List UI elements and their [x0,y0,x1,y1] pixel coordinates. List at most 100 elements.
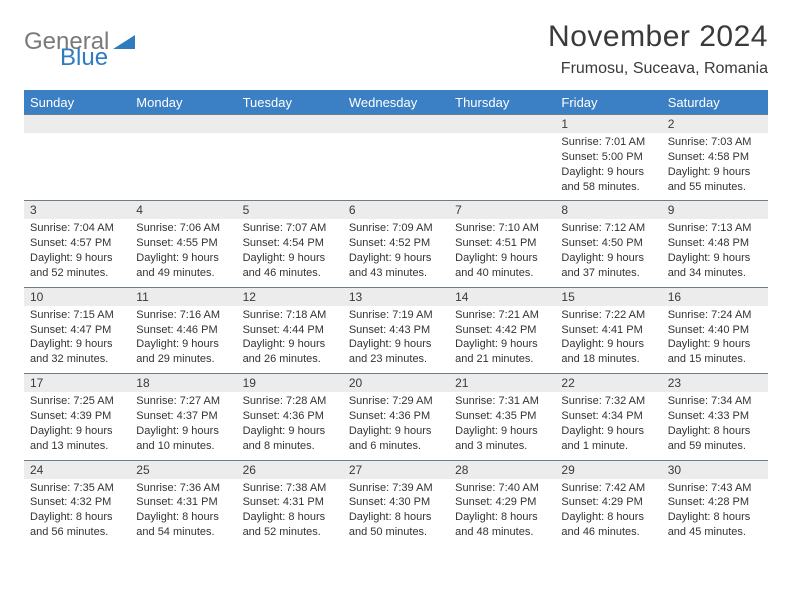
weekday-header: Sunday [24,91,130,115]
day-body-cell: Sunrise: 7:19 AMSunset: 4:43 PMDaylight:… [343,306,449,374]
sunset-text: Sunset: 4:58 PM [668,150,762,165]
daylight-text: Daylight: 9 hours [455,251,549,266]
day-number-cell: 9 [662,201,768,220]
weekday-header: Saturday [662,91,768,115]
daylight-text: Daylight: 9 hours [30,424,124,439]
sunrise-text: Sunrise: 7:06 AM [136,221,230,236]
daylight-text: Daylight: 9 hours [243,424,337,439]
sunrise-text: Sunrise: 7:21 AM [455,308,549,323]
daylight-text: Daylight: 9 hours [243,337,337,352]
sunrise-text: Sunrise: 7:35 AM [30,481,124,496]
sunset-text: Sunset: 4:29 PM [561,495,655,510]
day-body-row: Sunrise: 7:25 AMSunset: 4:39 PMDaylight:… [24,392,768,460]
day-number-cell: 8 [555,201,661,220]
sunrise-text: Sunrise: 7:01 AM [561,135,655,150]
sunset-text: Sunset: 4:33 PM [668,409,762,424]
day-body-cell: Sunrise: 7:04 AMSunset: 4:57 PMDaylight:… [24,219,130,287]
day-number-cell: 14 [449,287,555,306]
sunrise-text: Sunrise: 7:10 AM [455,221,549,236]
day-number-cell: 30 [662,460,768,479]
sunrise-text: Sunrise: 7:19 AM [349,308,443,323]
day-number-cell: 6 [343,201,449,220]
day-body-cell: Sunrise: 7:40 AMSunset: 4:29 PMDaylight:… [449,479,555,546]
daylight-text: Daylight: 9 hours [136,251,230,266]
sunrise-text: Sunrise: 7:16 AM [136,308,230,323]
day-number-cell: 15 [555,287,661,306]
daylight-text: and 10 minutes. [136,439,230,454]
daylight-text: and 52 minutes. [30,266,124,281]
sunset-text: Sunset: 4:52 PM [349,236,443,251]
daylight-text: and 21 minutes. [455,352,549,367]
daylight-text: and 45 minutes. [668,525,762,540]
day-number-row: 12 [24,115,768,134]
day-body-cell: Sunrise: 7:07 AMSunset: 4:54 PMDaylight:… [237,219,343,287]
sunrise-text: Sunrise: 7:27 AM [136,394,230,409]
day-number-cell: 16 [662,287,768,306]
day-number-cell: 27 [343,460,449,479]
daylight-text: and 50 minutes. [349,525,443,540]
daylight-text: and 37 minutes. [561,266,655,281]
sunset-text: Sunset: 4:42 PM [455,323,549,338]
day-body-cell: Sunrise: 7:01 AMSunset: 5:00 PMDaylight:… [555,133,661,201]
daylight-text: Daylight: 8 hours [349,510,443,525]
daylight-text: and 1 minute. [561,439,655,454]
day-body-row: Sunrise: 7:35 AMSunset: 4:32 PMDaylight:… [24,479,768,546]
day-number-cell: 22 [555,374,661,393]
sunset-text: Sunset: 4:37 PM [136,409,230,424]
sunset-text: Sunset: 4:28 PM [668,495,762,510]
day-number-cell: 25 [130,460,236,479]
sunrise-text: Sunrise: 7:13 AM [668,221,762,236]
sunrise-text: Sunrise: 7:29 AM [349,394,443,409]
day-body-cell: Sunrise: 7:15 AMSunset: 4:47 PMDaylight:… [24,306,130,374]
day-body-cell [130,133,236,201]
sunset-text: Sunset: 4:31 PM [243,495,337,510]
day-number-cell: 10 [24,287,130,306]
day-number-cell: 19 [237,374,343,393]
daylight-text: Daylight: 8 hours [455,510,549,525]
day-number-cell: 4 [130,201,236,220]
title-block: November 2024 Frumosu, Suceava, Romania [548,20,768,78]
day-body-cell [449,133,555,201]
sunrise-text: Sunrise: 7:04 AM [30,221,124,236]
daylight-text: and 56 minutes. [30,525,124,540]
daylight-text: Daylight: 9 hours [136,337,230,352]
daylight-text: and 26 minutes. [243,352,337,367]
day-number-cell: 26 [237,460,343,479]
sunrise-text: Sunrise: 7:25 AM [30,394,124,409]
daylight-text: Daylight: 9 hours [243,251,337,266]
daylight-text: Daylight: 8 hours [30,510,124,525]
day-number-cell: 21 [449,374,555,393]
sunrise-text: Sunrise: 7:09 AM [349,221,443,236]
day-body-row: Sunrise: 7:01 AMSunset: 5:00 PM Daylight:… [24,133,768,201]
day-body-cell [343,133,449,201]
weekday-header: Tuesday [237,91,343,115]
sunrise-text: Sunrise: 7:42 AM [561,481,655,496]
weekday-header-row: Sunday Monday Tuesday Wednesday Thursday… [24,91,768,115]
sunset-text: Sunset: 4:43 PM [349,323,443,338]
sunset-text: Sunset: 4:47 PM [30,323,124,338]
daylight-text: Daylight: 9 hours [455,424,549,439]
sunset-text: Sunset: 4:55 PM [136,236,230,251]
daylight-text: and 58 minutes. [561,180,655,195]
day-body-cell: Sunrise: 7:38 AMSunset: 4:31 PMDaylight:… [237,479,343,546]
daylight-text: and 3 minutes. [455,439,549,454]
day-number-cell: 23 [662,374,768,393]
sunrise-text: Sunrise: 7:28 AM [243,394,337,409]
day-number-row: 3456789 [24,201,768,220]
day-number-cell: 2 [662,115,768,134]
sunrise-text: Sunrise: 7:34 AM [668,394,762,409]
sunset-text: Sunset: 5:00 PM [561,150,655,165]
day-body-cell: Sunrise: 7:36 AMSunset: 4:31 PMDaylight:… [130,479,236,546]
weekday-header: Monday [130,91,236,115]
daylight-text: Daylight: 9 hours [561,337,655,352]
daylight-text: Daylight: 9 hours [668,165,762,180]
daylight-text: and 18 minutes. [561,352,655,367]
day-body-cell: Sunrise: 7:27 AMSunset: 4:37 PMDaylight:… [130,392,236,460]
day-number-cell: 1 [555,115,661,134]
location: Frumosu, Suceava, Romania [548,60,768,78]
sunset-text: Sunset: 4:57 PM [30,236,124,251]
day-number-cell [449,115,555,134]
sunset-text: Sunset: 4:36 PM [243,409,337,424]
daylight-text: and 52 minutes. [243,525,337,540]
day-number-cell: 18 [130,374,236,393]
